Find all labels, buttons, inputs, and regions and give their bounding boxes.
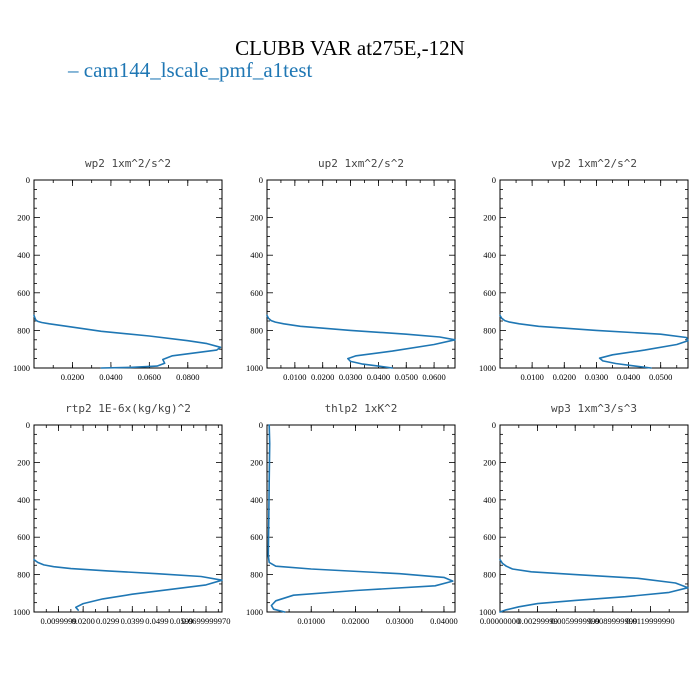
y-tick-label: 600 <box>17 532 30 542</box>
x-tick-label: 0.04000 <box>430 616 458 626</box>
axes-frame <box>33 179 223 369</box>
x-tick-label: 0.0399 <box>121 616 144 626</box>
x-tick-label: 0.02000 <box>342 616 370 626</box>
y-tick-label: 400 <box>483 495 496 505</box>
y-tick-label: 400 <box>17 250 30 260</box>
y-tick-label: 400 <box>483 250 496 260</box>
y-tick-label: 200 <box>17 213 30 223</box>
y-tick-label: 0 <box>492 175 496 185</box>
x-tick-label: 0.0300 <box>339 372 362 382</box>
x-tick-label: 0.0100 <box>520 372 543 382</box>
series-line-1 <box>267 424 454 613</box>
x-tick-label: 0.03000 <box>386 616 414 626</box>
subplot-1: wp2 1xm^2/s^2 0 200 400 600 800 1000 0.0200 0.04… <box>13 157 223 382</box>
series-line-1 <box>33 314 222 369</box>
x-tick-label: 0.0599 <box>170 616 193 626</box>
x-tick-label: 0.01000 <box>297 616 325 626</box>
axes-frame <box>499 179 689 369</box>
x-tick-label: 0.0099999 <box>41 616 77 626</box>
series-line-1 <box>499 314 689 369</box>
y-tick-label: 0 <box>492 420 496 430</box>
legend: – cam144_lscale_pmf_a1test <box>68 58 312 83</box>
y-tick-label: 800 <box>250 325 263 335</box>
subplot-5: thlp2 1xK^2 0 200 400 600 800 1000 0.01000 0.020… <box>246 402 458 626</box>
x-tick-label: 0.0059999999 <box>551 616 600 626</box>
x-tick-label: 0.0699999970 <box>182 616 231 626</box>
y-tick-label: 400 <box>17 495 30 505</box>
subplot-6: wp3 1xm^3/s^3 0 200 400 600 800 10000.00000000… <box>479 402 689 626</box>
x-tick-label: 0.0299 <box>96 616 119 626</box>
figure-title: CLUBB VAR at275E,-12N <box>235 36 465 60</box>
x-tick-label: 0.0600 <box>138 372 161 382</box>
y-tick-label: 1000 <box>13 363 30 373</box>
axes-frame <box>499 424 689 613</box>
y-tick-label: 800 <box>483 570 496 580</box>
subplot-3: vp2 1xm^2/s^2 0 200 400 600 800 1000 0.0100 0.02… <box>479 157 689 382</box>
axes-frame <box>266 424 456 613</box>
x-tick-label: 0.0500 <box>395 372 418 382</box>
x-tick-label: 0.0300 <box>585 372 608 382</box>
y-tick-label: 800 <box>17 570 30 580</box>
y-tick-label: 800 <box>483 325 496 335</box>
y-tick-label: 400 <box>250 495 263 505</box>
subplot-4: rtp2 1E-6x(kg/kg)^2 0 200 400 600 800 1000 0.00… <box>13 402 230 626</box>
x-tick-label: 0.0400 <box>617 372 640 382</box>
y-tick-label: 0 <box>26 420 30 430</box>
y-tick-label: 600 <box>250 532 263 542</box>
x-tick-label: 0.0400 <box>99 372 122 382</box>
y-tick-label: 200 <box>250 213 263 223</box>
x-tick-label: 0.0500 <box>649 372 672 382</box>
y-tick-label: 0 <box>259 175 263 185</box>
y-tick-label: 1000 <box>479 607 496 617</box>
subplot-title: vp2 1xm^2/s^2 <box>551 157 637 170</box>
y-tick-label: 800 <box>17 325 30 335</box>
y-tick-label: 200 <box>483 457 496 467</box>
y-tick-label: 200 <box>483 213 496 223</box>
y-tick-label: 800 <box>250 570 263 580</box>
subplot-2: up2 1xm^2/s^2 0 200 400 600 800 1000 0.0100 0.02… <box>246 157 456 382</box>
y-tick-label: 1000 <box>13 607 30 617</box>
y-tick-label: 600 <box>483 532 496 542</box>
y-tick-label: 400 <box>250 250 263 260</box>
x-tick-label: 0.0119999990 <box>626 616 675 626</box>
x-tick-label: 0.0200 <box>311 372 334 382</box>
series-line-1 <box>266 314 456 369</box>
y-tick-label: 1000 <box>246 363 263 373</box>
x-tick-label: 0.0600 <box>422 372 445 382</box>
subplot-title: wp2 1xm^2/s^2 <box>85 157 171 170</box>
axes-frame <box>33 424 223 613</box>
y-tick-label: 0 <box>259 420 263 430</box>
x-tick-label: 0.00299999 <box>517 616 557 626</box>
y-tick-label: 1000 <box>479 363 496 373</box>
x-tick-label: 0.00000000 <box>480 616 520 626</box>
y-tick-label: 1000 <box>246 607 263 617</box>
y-tick-label: 600 <box>483 288 496 298</box>
subplot-title: rtp2 1E-6x(kg/kg)^2 <box>65 402 191 415</box>
y-tick-label: 200 <box>250 457 263 467</box>
subplot-title: up2 1xm^2/s^2 <box>318 157 404 170</box>
axes-frame <box>266 179 456 369</box>
x-tick-label: 0.0200 <box>61 372 84 382</box>
y-tick-label: 600 <box>250 288 263 298</box>
x-tick-label: 0.0089999999 <box>588 616 637 626</box>
legend-line-marker: – <box>68 58 79 82</box>
y-tick-label: 600 <box>17 288 30 298</box>
legend-series-label: cam144_lscale_pmf_a1test <box>83 58 313 82</box>
x-tick-label: 0.0200 <box>553 372 576 382</box>
x-tick-label: 0.0400 <box>367 372 390 382</box>
x-tick-label: 0.0200 <box>71 616 94 626</box>
series-line-1 <box>499 558 689 613</box>
x-tick-label: 0.0800 <box>176 372 199 382</box>
x-tick-label: 0.0499 <box>145 616 168 626</box>
series-line-1 <box>33 558 223 611</box>
subplot-title: wp3 1xm^3/s^3 <box>551 402 637 415</box>
y-tick-label: 200 <box>17 457 30 467</box>
subplot-title: thlp2 1xK^2 <box>325 402 398 415</box>
x-tick-label: 0.0100 <box>283 372 306 382</box>
y-tick-label: 0 <box>26 175 30 185</box>
